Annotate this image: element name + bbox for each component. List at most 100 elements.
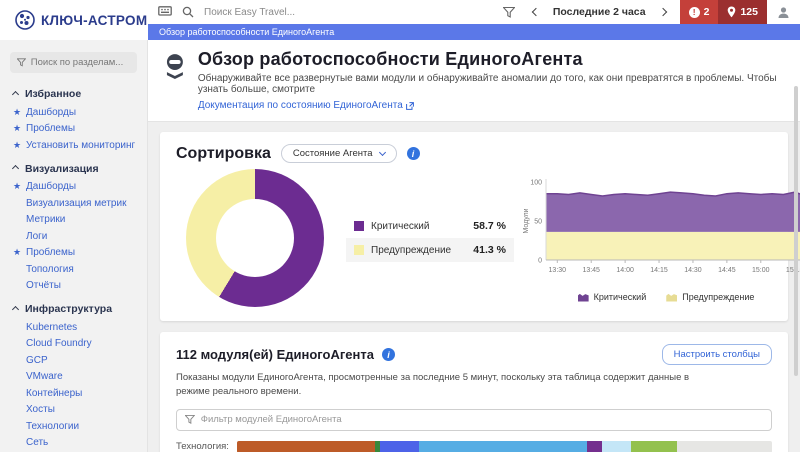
breadcrumb[interactable]: Обзор работоспособности ЕдиногоАгента [159, 27, 335, 37]
chevron-down-icon [378, 148, 386, 156]
filter-icon[interactable] [502, 6, 515, 18]
technology-label: Технология: [176, 441, 229, 452]
donut-hole [216, 199, 294, 277]
technology-segment[interactable] [374, 440, 380, 452]
sidebar-item[interactable]: Kubernetes [0, 319, 147, 336]
star-icon: ★ [13, 181, 22, 192]
legend-label: Предупреждение [682, 292, 755, 302]
sidebar-item[interactable]: Технологии [0, 418, 147, 435]
axis-tick-label: 100 [530, 180, 542, 187]
area-legend-item[interactable]: Предупреждение [666, 292, 754, 302]
sidebar-item[interactable]: ★ Установить мониторинг [0, 137, 147, 154]
pin-icon [728, 6, 736, 18]
sidebar-item-label: Метрики [26, 214, 66, 226]
legend-label: Критический [371, 220, 430, 232]
technology-segment[interactable] [587, 440, 602, 452]
sidebar-item[interactable]: GCP [0, 352, 147, 369]
sidebar-section-header[interactable]: Визуализация [0, 154, 147, 179]
sidebar-item-label: Проблемы [26, 123, 76, 135]
star-icon: ★ [13, 106, 22, 117]
sidebar-item-label: Дашборды [26, 181, 76, 193]
documentation-link-label: Документация по состоянию ЕдиногоАгента [197, 100, 403, 111]
app-logo[interactable]: КЛЮЧ-АСТРОМ [0, 0, 148, 40]
sidebar-item[interactable]: ★ Проблемы [0, 121, 147, 138]
legend-swatch [354, 245, 364, 255]
sidebar-item[interactable]: Контейнеры [0, 385, 147, 402]
problems-badge[interactable]: ! 2 [679, 0, 719, 24]
sidebar-item[interactable]: Визуализация метрик [0, 195, 147, 212]
time-forward-icon[interactable] [658, 7, 667, 17]
agent-state-donut-chart[interactable] [186, 169, 324, 307]
sidebar-item-label: Проблемы [26, 247, 76, 259]
technology-segment[interactable] [630, 440, 678, 452]
area-chart-legend: Критический Предупреждение [577, 292, 754, 302]
sidebar: Избранное ★ Дашборды ★ Проблемы ★Установить м… [0, 40, 148, 452]
legend-label: Критический [593, 292, 647, 302]
technology-segment[interactable] [677, 440, 772, 452]
configure-columns-button[interactable]: Настроить столбцы [661, 344, 772, 365]
scrollbar-thumb[interactable] [794, 86, 798, 376]
module-filter-input[interactable] [200, 414, 763, 425]
sidebar-item[interactable]: ★ Дашборды [0, 179, 147, 196]
donut-legend-row[interactable]: Предупреждение 41.3 % [346, 238, 514, 262]
technology-segment[interactable] [236, 440, 375, 452]
axis-tick-label: 14:15 [650, 267, 668, 274]
info-icon[interactable]: i [406, 147, 420, 160]
sidebar-item-label: Kubernetes [26, 321, 78, 333]
technology-segment[interactable] [601, 440, 631, 452]
filter-icon [17, 58, 26, 67]
sidebar-section-title: Визуализация [25, 162, 99, 175]
time-range-label[interactable]: Последние 2 часа [552, 6, 646, 18]
sidebar-item[interactable]: ★ Проблемы [0, 245, 147, 262]
area-series [546, 192, 800, 232]
sidebar-section-header[interactable]: Избранное [0, 79, 147, 104]
sort-dropdown[interactable]: Состояние Агента [280, 144, 397, 163]
area-legend-item[interactable]: Критический [577, 292, 647, 302]
sidebar-search-input[interactable] [30, 57, 130, 68]
sidebar-section-header[interactable]: Инфраструктура [0, 294, 147, 319]
modules-card: 112 модуля(ей) ЕдиногоАгента i Настроить… [160, 332, 788, 452]
time-range-selector: Последние 2 часа [531, 6, 667, 18]
sidebar-item[interactable]: Сеть [0, 435, 147, 452]
sidebar-item[interactable]: VMware [0, 369, 147, 386]
sort-card: Сортировка Состояние Агента i Критически… [160, 132, 800, 321]
sidebar-item-label: Контейнеры [26, 387, 83, 399]
time-back-icon[interactable] [531, 7, 541, 17]
axis-tick-label: 14:30 [684, 267, 702, 274]
technology-segment[interactable] [419, 440, 588, 452]
sort-dropdown-value: Состояние Агента [292, 148, 373, 159]
page-title: Обзор работоспособности ЕдиногоАгента [197, 49, 583, 69]
documentation-link[interactable]: Документация по состоянию ЕдиногоАгента [198, 100, 414, 111]
technology-segment[interactable] [379, 440, 420, 452]
sidebar-item[interactable]: Логи [0, 228, 147, 245]
sidebar-item[interactable]: Хосты [0, 402, 147, 419]
locations-badge[interactable]: 125 [718, 0, 767, 24]
area-series-line [546, 191, 800, 197]
sidebar-item-label: Топология [26, 263, 74, 275]
star-icon: ★ [13, 123, 22, 134]
axis-tick-label: 15:00 [752, 267, 770, 274]
sidebar-item[interactable]: Топология [0, 261, 147, 278]
modules-card-description: Показаны модули ЕдиногоАгента, просмотре… [176, 372, 690, 398]
chevron-up-icon [11, 90, 20, 98]
external-link-icon [405, 101, 414, 110]
apps-icon[interactable] [158, 6, 172, 18]
sidebar-item-label: VMware [26, 371, 63, 383]
info-icon[interactable]: i [381, 348, 395, 361]
chevron-up-icon [11, 164, 20, 173]
legend-value: 41.3 % [473, 244, 506, 256]
global-search-input[interactable] [204, 6, 354, 18]
sidebar-item[interactable]: ★ Дашборды [0, 104, 147, 121]
sidebar-item[interactable]: Cloud Foundry [0, 336, 147, 353]
axis-tick-label: 14:00 [616, 267, 634, 274]
sidebar-item[interactable]: Метрики [0, 212, 147, 229]
technology-bar-chart[interactable] [236, 440, 772, 452]
sidebar-item[interactable]: Отчёты [0, 278, 147, 295]
module-filter [176, 408, 772, 431]
modules-area-chart[interactable]: 0 50 100 13:30 13:45 14:00 14:15 14:30 14:45 15:0… [520, 174, 800, 290]
page-description: Обнаруживайте все развернутые вами модул… [197, 73, 777, 95]
axis-tick-label: 14:45 [718, 267, 736, 274]
page-header: Обзор работоспособности ЕдиногоАгента Об… [148, 40, 800, 122]
user-menu-button[interactable] [767, 6, 800, 19]
donut-legend-row[interactable]: Критический 58.7 % [346, 214, 514, 238]
